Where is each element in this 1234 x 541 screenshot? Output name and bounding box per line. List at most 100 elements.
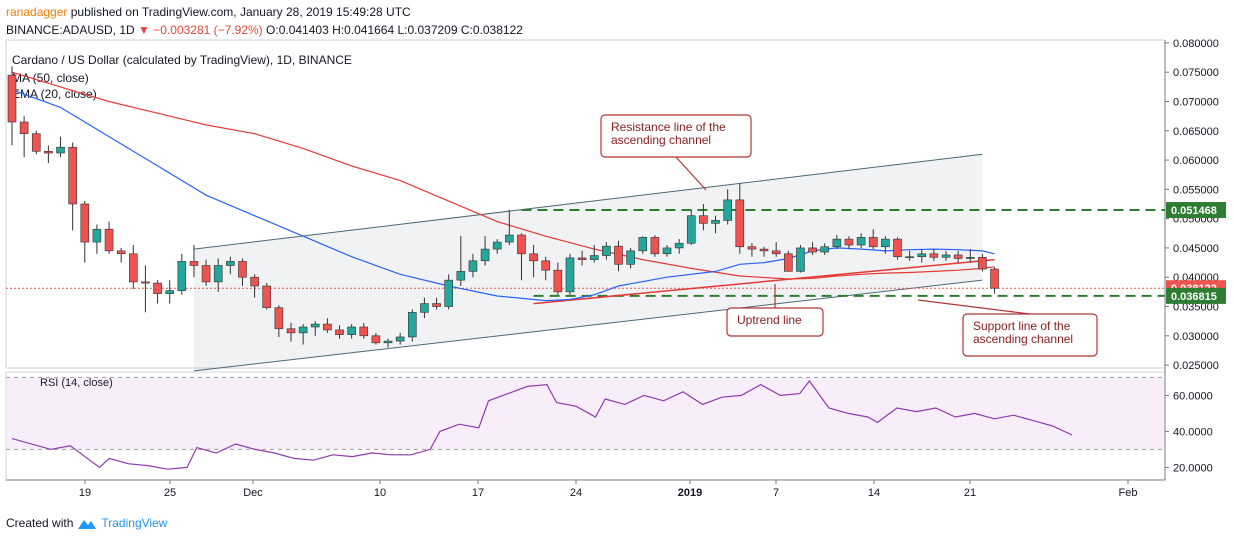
publish-info: ranadagger published on TradingView.com,… <box>6 5 411 19</box>
candle <box>383 338 393 348</box>
candle <box>784 250 793 272</box>
tradingview-brand[interactable]: TradingView <box>101 516 168 530</box>
footer: Created with TradingView <box>6 516 167 530</box>
candle <box>626 247 635 269</box>
candle-body <box>286 328 296 334</box>
time-tick-label: Feb <box>1119 487 1138 499</box>
candle-body <box>905 256 914 259</box>
resistance-annotation-text: Resistance line of the <box>611 120 726 134</box>
candle-body <box>917 253 927 258</box>
candle-body <box>941 254 951 258</box>
time-tick-label: 24 <box>570 487 582 499</box>
candle-body <box>238 261 247 278</box>
candle <box>881 236 890 254</box>
candle <box>686 209 696 245</box>
candle <box>589 245 599 263</box>
candle-body <box>832 238 842 248</box>
candle-body <box>505 234 514 243</box>
candle-body <box>723 199 732 221</box>
price-tick-label: 0.080000 <box>1173 38 1219 50</box>
candle <box>44 145 53 163</box>
candle-body <box>298 326 308 334</box>
support-annotation-box <box>962 313 1098 357</box>
uptrend-annotation-box <box>726 307 824 337</box>
candle <box>929 249 939 261</box>
candle <box>905 250 914 261</box>
candle <box>7 66 17 146</box>
candle <box>917 249 927 263</box>
support-annotation-text: Support line of the <box>973 319 1071 333</box>
candle-body <box>92 228 102 243</box>
candle <box>250 274 259 298</box>
price-change: ▼ −0.003281 (−7.92%) <box>138 23 263 37</box>
candle <box>31 130 41 155</box>
candle-body <box>371 335 381 344</box>
candle <box>92 224 102 254</box>
candle <box>844 236 854 250</box>
candle <box>480 236 490 266</box>
candle-body <box>420 303 429 313</box>
candle-body <box>80 203 90 243</box>
candle-body <box>480 248 490 262</box>
candle <box>832 235 842 250</box>
candle <box>104 221 114 254</box>
candle <box>213 258 223 292</box>
candle-body <box>201 265 211 283</box>
candle <box>893 237 902 260</box>
candle-body <box>347 326 356 335</box>
candle-body <box>638 237 648 252</box>
candle <box>335 325 344 339</box>
candle-body <box>965 256 975 259</box>
candle-body <box>893 238 902 258</box>
candle <box>177 253 187 295</box>
candle-body <box>868 237 878 248</box>
rsi-legend[interactable]: RSI (14, close) <box>40 377 113 389</box>
candle <box>759 246 769 257</box>
candle-body <box>978 256 987 270</box>
candle-body <box>213 265 223 283</box>
candle <box>407 309 417 342</box>
candle <box>674 239 684 254</box>
candle <box>359 322 369 339</box>
candle-body <box>577 257 587 260</box>
channel-lower-line <box>193 279 983 372</box>
rsi-tick-label: 20.0000 <box>1173 462 1213 474</box>
candle-body <box>699 215 708 224</box>
ma50-legend[interactable]: MA (50, close) <box>12 71 89 85</box>
price-tick-label: 0.055000 <box>1173 184 1219 196</box>
chart-title: Cardano / US Dollar (calculated by Tradi… <box>12 53 352 67</box>
candle-body <box>589 255 599 260</box>
candle <box>565 253 575 295</box>
publisher-name[interactable]: ranadagger <box>6 5 68 19</box>
time-tick-label: 7 <box>773 487 779 499</box>
candle-body <box>711 220 720 224</box>
price-tick-label: 0.060000 <box>1173 155 1219 167</box>
candle-body <box>141 281 150 284</box>
candle-body <box>335 329 344 335</box>
time-tick-label: 14 <box>868 487 880 499</box>
price-tick-label: 0.035000 <box>1173 302 1219 314</box>
candle <box>856 233 866 248</box>
candle <box>153 280 162 304</box>
candle-body <box>456 271 466 281</box>
candle <box>796 245 805 273</box>
candle <box>735 183 745 254</box>
candle <box>420 297 429 319</box>
candle-body <box>274 307 284 330</box>
candle-body <box>165 290 174 294</box>
created-with-text: Created with <box>6 516 74 530</box>
candle-body <box>759 248 769 252</box>
candle <box>189 245 199 278</box>
candle-body <box>407 312 417 338</box>
candle-body <box>747 246 757 250</box>
candle-body <box>844 238 854 246</box>
candle <box>577 250 587 266</box>
rsi-tick-label: 60.0000 <box>1173 390 1213 402</box>
price-tick-label: 0.070000 <box>1173 97 1219 109</box>
candle-body <box>44 150 53 154</box>
candle <box>129 245 138 289</box>
candle-body <box>56 146 65 154</box>
candle <box>262 283 272 310</box>
candle <box>492 239 502 254</box>
